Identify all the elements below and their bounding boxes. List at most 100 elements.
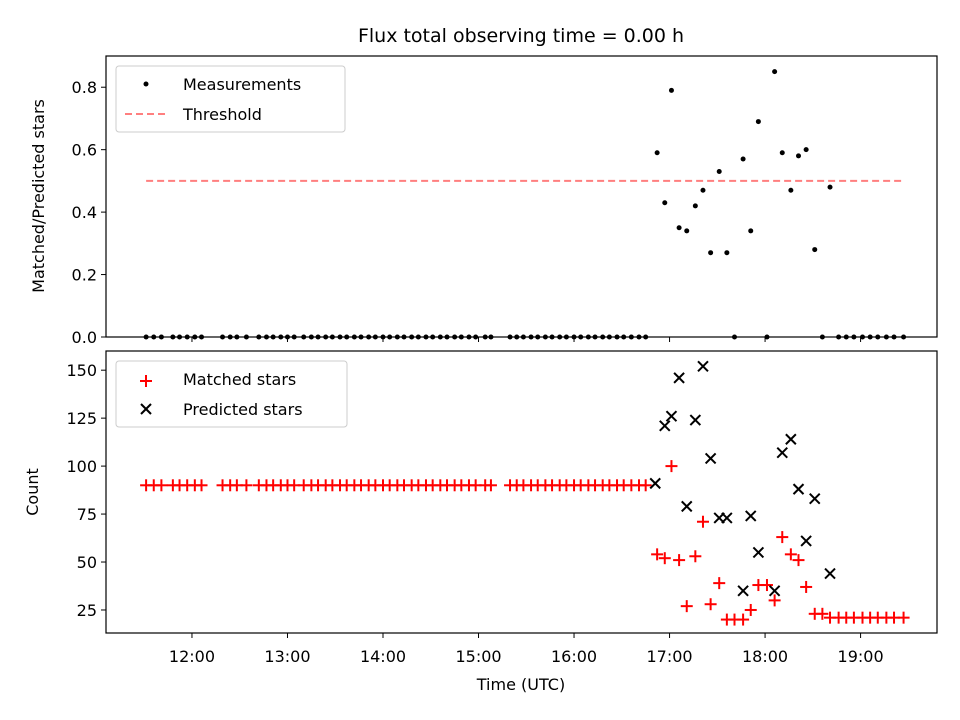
bottom-y-tick-label: 50 [77, 553, 97, 572]
measurement-point [444, 334, 450, 340]
top-axes: 0.00.20.40.60.8 Matched/Predicted stars … [29, 55, 938, 347]
measurement-point [528, 334, 534, 340]
matched-star-point [639, 479, 652, 492]
matched-star-point [737, 613, 750, 626]
measurement-point [875, 334, 881, 340]
x-tick-label: 12:00 [169, 647, 215, 666]
bottom-y-tick-label: 125 [66, 409, 97, 428]
measurement-point [859, 334, 865, 340]
matched-star-point [680, 600, 693, 613]
measurement-point [243, 334, 249, 340]
bottom-plot-marks [140, 360, 910, 626]
measurement-point [643, 334, 649, 340]
measurement-point [676, 225, 682, 231]
matched-star-point [665, 460, 678, 473]
measurement-point [843, 334, 849, 340]
measurement-point [716, 169, 722, 175]
measurement-point [578, 334, 584, 340]
matched-star-point [800, 580, 813, 593]
matched-star-point [768, 594, 781, 607]
measurement-point [372, 334, 378, 340]
matched-star-point [713, 577, 726, 590]
measurement-point [732, 334, 738, 340]
measurement-point [409, 334, 415, 340]
legend-measurements-marker [143, 81, 149, 87]
measurement-point [315, 334, 321, 340]
measurement-point [329, 334, 335, 340]
top-y-tick-label: 0.2 [72, 266, 97, 285]
matched-star-point [484, 479, 497, 492]
measurement-point [708, 250, 714, 256]
measurement-point [764, 334, 770, 340]
matched-star-point [195, 479, 208, 492]
x-tick-label: 17:00 [646, 647, 692, 666]
measurement-point [234, 334, 240, 340]
measurement-point [507, 334, 513, 340]
matched-star-point [155, 479, 168, 492]
measurement-point [227, 334, 233, 340]
measurement-point [394, 334, 400, 340]
measurement-point [358, 334, 364, 340]
measurement-point [662, 200, 668, 206]
measurement-point [220, 334, 226, 340]
measurement-point [836, 334, 842, 340]
predicted-star-point [776, 446, 788, 459]
measurement-point [867, 334, 873, 340]
measurement-point [278, 334, 284, 340]
measurement-point [563, 334, 569, 340]
legend-predicted-label: Predicted stars [183, 400, 303, 419]
predicted-star-point [721, 512, 733, 524]
legend-matched-label: Matched stars [183, 370, 296, 389]
chart-title: Flux total observing time = 0.00 h [358, 25, 684, 47]
measurement-point [796, 153, 801, 159]
measurement-point [387, 334, 393, 340]
measurement-point [458, 334, 464, 340]
predicted-star-point [745, 510, 757, 522]
top-legend: Measurements Threshold [115, 65, 346, 133]
measurement-point [891, 334, 897, 340]
measurement-point [812, 247, 818, 253]
predicted-star-point [824, 567, 836, 580]
measurement-point [827, 184, 833, 190]
x-tick-label: 18:00 [742, 647, 788, 666]
measurement-point [557, 334, 563, 340]
matched-star-point [760, 579, 773, 592]
legend-threshold-label: Threshold [182, 105, 262, 124]
top-y-axis-label: Matched/Predicted stars [29, 99, 48, 293]
bottom-legend-box [115, 360, 348, 428]
measurement-point [151, 334, 157, 340]
measurement-point [199, 334, 205, 340]
bottom-legend: Matched stars Predicted stars [115, 360, 348, 428]
measurement-point [473, 334, 479, 340]
predicted-star-point [649, 477, 661, 490]
predicted-star-point [665, 410, 678, 422]
x-tick-label: 15:00 [455, 647, 501, 666]
measurement-point [585, 334, 591, 340]
measurement-point [520, 334, 526, 340]
matched-star-point [792, 554, 805, 567]
bottom-y-axis-label: Count [23, 468, 42, 516]
measurement-point [301, 334, 307, 340]
matched-star-point [689, 550, 702, 563]
measurement-point [772, 69, 778, 75]
measurement-point [606, 334, 612, 340]
predicted-star-point [697, 360, 709, 373]
measurement-point [803, 147, 809, 153]
measurement-point [291, 334, 297, 340]
matched-star-point [784, 548, 797, 561]
measurement-point [192, 334, 198, 340]
matched-star-point [897, 611, 910, 624]
measurement-point [600, 334, 606, 340]
predicted-star-point [673, 372, 685, 384]
measurement-point [337, 334, 343, 340]
measurement-point [621, 334, 627, 340]
measurement-point [700, 187, 706, 193]
measurement-point [351, 334, 357, 340]
measurement-point [466, 334, 472, 340]
bottom-y-tick-label: 75 [77, 505, 97, 524]
measurement-point [514, 334, 520, 340]
measurement-point [184, 334, 190, 340]
measurement-point [748, 228, 754, 234]
matched-star-point [776, 531, 789, 544]
matched-star-point [816, 607, 829, 620]
